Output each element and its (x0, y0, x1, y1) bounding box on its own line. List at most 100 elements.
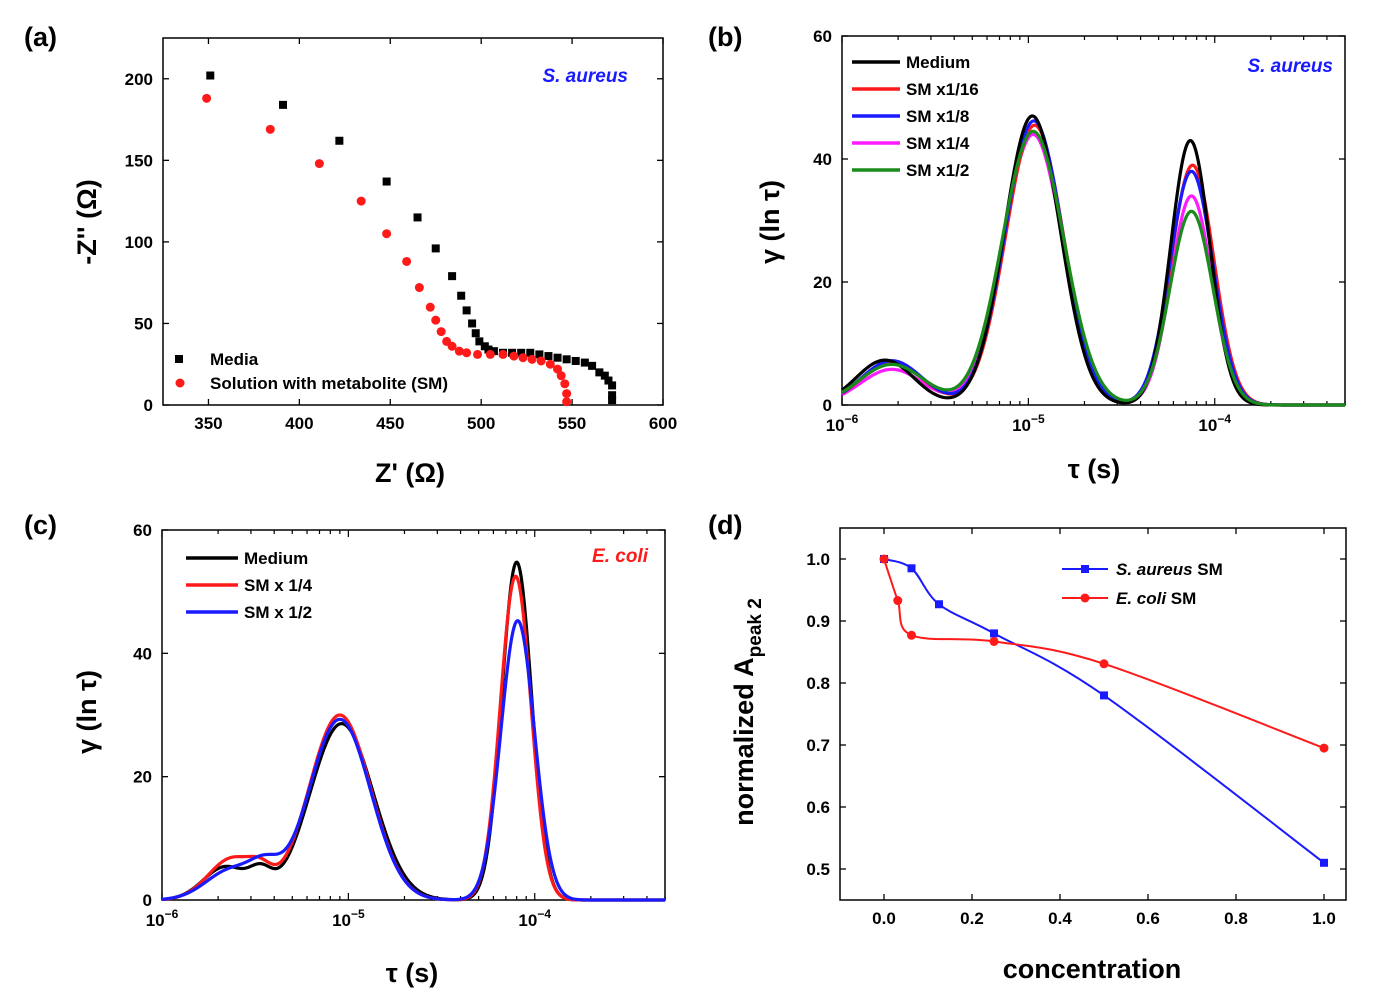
data-point-media (457, 291, 466, 300)
x-tick-label-a: 550 (558, 414, 586, 433)
x-tick-label-d: 1.0 (1312, 909, 1336, 928)
axis-ticks-d: 0.0 0.2 0.4 0.6 0.8 1.0 0.5 0.6 0.7 0.8 0.9 1.0 (806, 528, 1346, 928)
panel-label-c: (c) (24, 510, 57, 540)
data-marks-d (879, 554, 1329, 867)
x-tick-label-a: 450 (376, 414, 404, 433)
legend-a: Media Solution with metabolite (SM) (175, 350, 448, 393)
legend-label-sm-1-2-b: SM x1/2 (906, 161, 969, 180)
legend-label-e-coli-species: E. coli (1116, 589, 1167, 608)
data-point-media (475, 337, 484, 346)
legend-label-medium-c: Medium (244, 549, 308, 568)
annotation-s-aureus-a: S. aureus (542, 66, 628, 87)
data-point-media (608, 396, 617, 405)
x-tick-label-exp-b: −6 (845, 412, 859, 426)
data-point-solution-with-metabolite-sm (462, 348, 472, 358)
data-point-s-aureus (907, 564, 916, 573)
y-tick-label-d: 0.8 (806, 674, 830, 693)
data-point-media (431, 244, 440, 253)
data-point-media (471, 329, 480, 338)
y-axis-label-b: γ (ln τ) (755, 180, 785, 264)
x-tick-label-d: 0.4 (1048, 909, 1072, 928)
legend-label-sm-1-2-c: SM x 1/2 (244, 603, 312, 622)
data-point-solution-with-metabolite-sm (562, 389, 572, 399)
data-point-s-aureus (1100, 691, 1108, 700)
data-point-media (535, 350, 544, 359)
data-point-solution-with-metabolite-sm (562, 397, 572, 407)
data-point-media (571, 356, 580, 365)
data-point-solution-with-metabolite-sm (560, 379, 570, 389)
data-point-solution-with-metabolite-sm (265, 124, 275, 134)
data-point-media (489, 347, 498, 356)
data-point-media (484, 345, 493, 354)
y-tick-label-c: 0 (143, 891, 152, 910)
data-point-media (517, 348, 526, 357)
legend-label-sm-1-16: SM x1/16 (906, 80, 979, 99)
x-tick-label-b: 10−4 (1198, 412, 1231, 435)
data-marks-a (202, 71, 617, 407)
data-point-media (468, 319, 477, 328)
x-tick-label-base-c: 10 (332, 911, 351, 930)
x-tick-label-b: 10−6 (826, 412, 859, 435)
legend-label-e-coli-suffix: SM (1166, 589, 1196, 608)
data-point-media (382, 177, 391, 186)
legend-marker-sm (175, 378, 185, 388)
data-point-solution-with-metabolite-sm (545, 359, 555, 369)
data-point-media (600, 371, 609, 380)
legend-marker-e-coli-d (1080, 593, 1090, 603)
x-tick-label-c: 10−4 (518, 907, 551, 930)
x-tick-label-base-c: 10 (518, 911, 537, 930)
x-axis-label-b: τ (s) (1068, 454, 1121, 484)
y-tick-label-d: 1.0 (806, 550, 830, 569)
data-marks-b (841, 114, 1346, 407)
data-point-media (553, 353, 562, 362)
plot-frame-c (161, 529, 666, 901)
data-point-s-aureus (1320, 858, 1328, 867)
x-tick-label-base-c: 10 (146, 911, 165, 930)
x-tick-label-base-b: 10 (1012, 416, 1031, 435)
series-line-sm-x-1-4 (161, 574, 666, 902)
panel-label-a: (a) (24, 22, 57, 52)
data-point-solution-with-metabolite-sm (425, 302, 435, 312)
plot-frame-d (839, 527, 1347, 901)
plot-frame-a (162, 37, 664, 406)
legend-label-sm: Solution with metabolite (SM) (210, 374, 448, 393)
data-point-media (608, 391, 617, 400)
y-tick-label-c: 40 (133, 644, 152, 663)
x-tick-label-exp-c: −6 (165, 907, 179, 921)
x-tick-label-exp-c: −5 (351, 907, 365, 921)
series-line-sm-x1-2 (841, 129, 1346, 407)
y-axis-label-d-sub: peak 2 (745, 598, 766, 657)
data-point-media (608, 381, 617, 390)
data-point-media (562, 355, 571, 364)
data-point-media (448, 272, 457, 281)
y-axis-label-d-main: normalized A (729, 657, 759, 826)
data-point-solution-with-metabolite-sm (431, 315, 441, 325)
x-tick-label-a: 600 (649, 414, 677, 433)
legend-label-media: Media (210, 350, 259, 369)
x-tick-label-d: 0.6 (1136, 909, 1160, 928)
data-point-s-aureus (935, 600, 943, 609)
data-point-solution-with-metabolite-sm (314, 159, 324, 169)
data-point-media (588, 361, 597, 370)
x-tick-label-a: 400 (285, 414, 313, 433)
legend-label-sm-1-4-c: SM x 1/4 (244, 576, 313, 595)
data-point-media (544, 352, 553, 361)
data-point-s-aureus (990, 629, 998, 638)
y-tick-label-a: 0 (144, 396, 153, 415)
legend-marker-s-aureus-d (1081, 565, 1089, 573)
data-point-e-coli (879, 554, 889, 564)
data-point-solution-with-metabolite-sm (527, 354, 537, 364)
data-point-solution-with-metabolite-sm (402, 256, 412, 266)
data-point-solution-with-metabolite-sm (556, 371, 566, 381)
y-axis-label-c: γ (ln τ) (72, 670, 102, 754)
y-tick-label-b: 20 (813, 273, 832, 292)
data-marks-c (161, 560, 666, 902)
legend-b: Medium SM x1/16 SM x1/8 SM x1/4 SM x1/2 (852, 53, 979, 180)
y-tick-label-d: 0.7 (806, 736, 830, 755)
data-point-solution-with-metabolite-sm (509, 351, 519, 361)
y-tick-label-c: 20 (133, 768, 152, 787)
x-tick-label-a: 350 (194, 414, 222, 433)
data-point-e-coli (1099, 659, 1109, 669)
